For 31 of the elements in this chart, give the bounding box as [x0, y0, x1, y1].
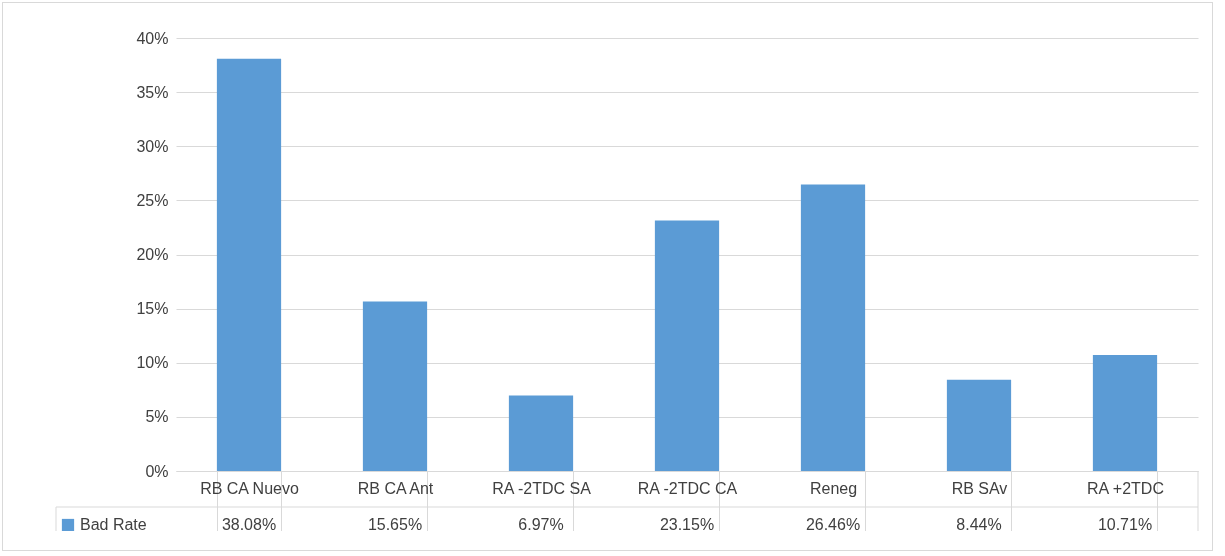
- x-tick-label: RA -2TDC CA: [637, 479, 738, 497]
- data-label: 8.44%: [956, 516, 1002, 533]
- y-tick-label: 30%: [136, 137, 169, 155]
- x-tick-label: RA +2TDC: [1087, 479, 1164, 497]
- x-tick-label: Reneg: [809, 479, 858, 497]
- data-label: 10.71%: [1097, 516, 1153, 533]
- y-tick-label: 15%: [136, 300, 169, 318]
- bar: [1092, 355, 1158, 471]
- x-tick-label: RB CA Ant: [357, 479, 434, 497]
- x-tick-label: RA -2TDC SA: [492, 479, 592, 497]
- data-label: 26.46%: [805, 516, 861, 533]
- data-label: 23.15%: [659, 516, 715, 533]
- bar: [800, 184, 866, 471]
- bar: [362, 301, 428, 471]
- y-tick-label: 0%: [145, 462, 169, 480]
- x-tick-label: RB CA Nuevo: [200, 479, 299, 497]
- bar: [508, 395, 574, 471]
- data-label: 15.65%: [367, 516, 423, 533]
- y-tick-label: 5%: [145, 408, 169, 426]
- y-tick-label: 35%: [136, 83, 169, 101]
- legend-label: Bad Rate: [80, 516, 147, 533]
- data-label: 6.97%: [518, 516, 564, 533]
- bar: [654, 220, 720, 471]
- y-tick-label: 25%: [136, 191, 169, 209]
- x-tick-label: RB SAv: [951, 479, 1008, 497]
- y-tick-label: 10%: [136, 354, 169, 372]
- bar: [946, 379, 1012, 471]
- bar: [216, 58, 282, 471]
- data-label: 38.08%: [221, 516, 277, 533]
- y-tick-label: 20%: [136, 246, 169, 263]
- y-tick-label: 40%: [136, 29, 169, 47]
